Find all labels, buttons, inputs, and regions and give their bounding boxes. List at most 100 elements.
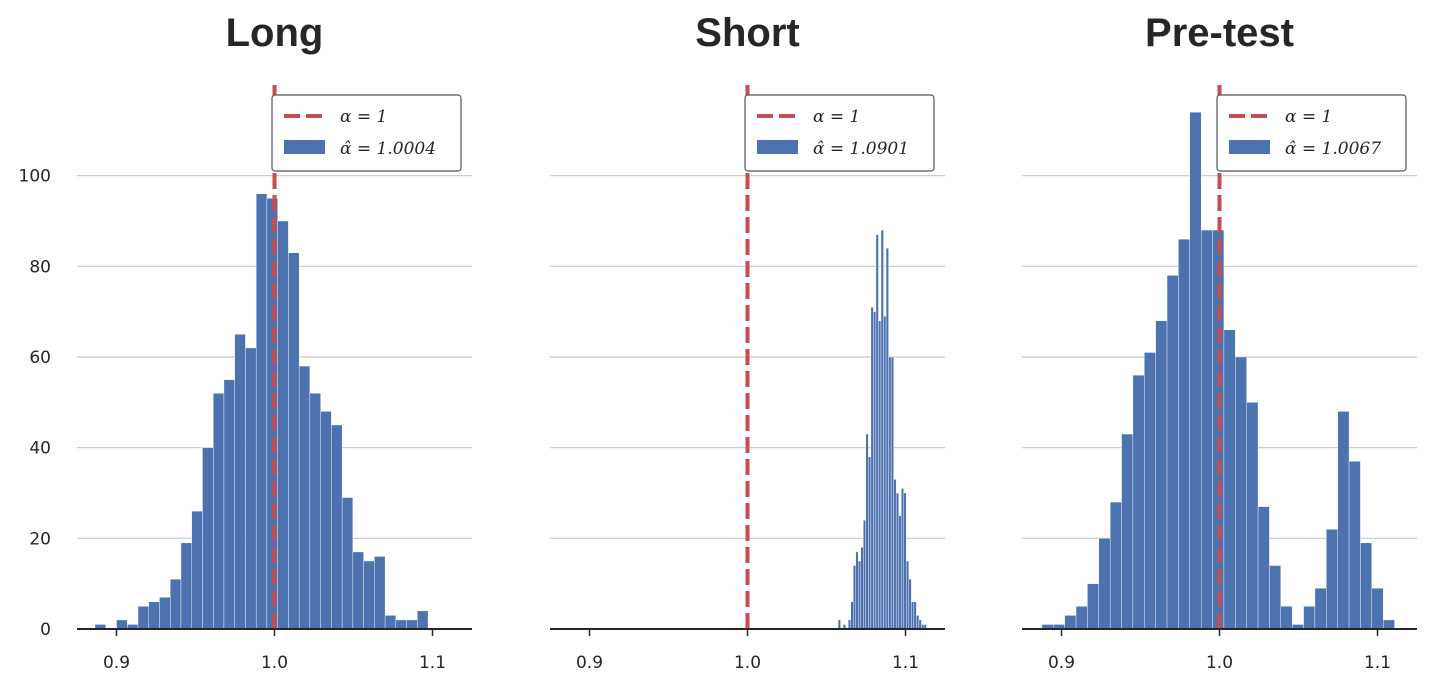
histogram-bar: [1155, 320, 1168, 630]
histogram-bar: [895, 492, 899, 630]
histogram-bar: [1178, 238, 1190, 630]
histogram-bar: [1064, 615, 1077, 630]
histogram-bar: [298, 365, 311, 630]
x-tick-label: 0.9: [1048, 653, 1075, 673]
y-tick-label: 40: [29, 439, 51, 459]
histogram-bar: [880, 229, 884, 630]
histogram-bar: [1280, 606, 1293, 630]
histogram-bar: [320, 411, 332, 630]
histogram-bar: [837, 619, 841, 630]
legend: α = 1 α̂ = 1.0067: [1216, 94, 1407, 172]
histogram-bar: [223, 379, 235, 630]
legend-series-label: α̂ = 1.0004: [340, 139, 436, 159]
histogram-bar: [858, 560, 861, 630]
x-tick-label: 1.1: [1364, 653, 1391, 673]
histogram-bar: [309, 393, 321, 630]
histogram-bar: [860, 547, 864, 630]
y-tick-label: 100: [19, 167, 51, 187]
histogram-bar: [1098, 538, 1111, 630]
x-tick-label: 1.0: [734, 653, 761, 673]
histogram-bar: [245, 347, 257, 630]
histogram-bar: [277, 220, 289, 630]
histogram-bar: [1235, 356, 1247, 630]
histogram-bar: [868, 456, 872, 630]
panel-pre-test: 0.9 1.0 1.1 Pre-test α = 1 α̂ = 1.0067: [1022, 11, 1417, 673]
histogram-bar: [875, 234, 879, 630]
y-tick-label: 80: [29, 257, 51, 277]
histogram-bar: [1121, 433, 1134, 630]
histogram-bar: [1348, 461, 1361, 630]
legend: α = 1 α̂ = 1.0901: [744, 94, 935, 172]
histogram-bar: [148, 601, 160, 630]
histogram-bar: [1223, 329, 1236, 630]
legend-series-label: α̂ = 1.0901: [813, 139, 909, 159]
histogram-bar: [1314, 588, 1327, 630]
histogram-bar: [898, 515, 902, 630]
histogram-bar: [1189, 111, 1202, 630]
y-tick-label: 60: [29, 348, 51, 368]
histogram-bar: [191, 510, 203, 630]
legend-ref-label: α = 1: [340, 107, 387, 127]
histogram-bar: [116, 619, 128, 630]
histogram-bar: [903, 492, 907, 630]
histogram-bar: [341, 497, 354, 630]
histogram-bar: [883, 316, 887, 630]
y-tick-label: 0: [40, 620, 51, 640]
histogram-bar: [406, 619, 418, 630]
histogram-bar: [352, 551, 364, 630]
histogram-bar: [1200, 229, 1213, 630]
histogram-bar: [878, 320, 882, 630]
histogram-bar: [1246, 402, 1259, 630]
histogram-bar: [885, 247, 889, 630]
histogram-bar: [850, 601, 854, 630]
histogram-bar: [384, 615, 397, 630]
histogram-bar: [417, 610, 429, 630]
x-tick-label: 1.0: [1206, 653, 1233, 673]
histogram-bar: [1371, 588, 1384, 630]
histogram-bar: [847, 619, 851, 630]
histogram-bar: [180, 542, 192, 630]
histogram-bar: [855, 551, 859, 630]
legend-ref-label: α = 1: [813, 107, 860, 127]
x-tick-label: 0.9: [103, 653, 130, 673]
histogram-bar: [865, 433, 869, 630]
histogram-bar: [911, 601, 915, 630]
histogram-bar: [913, 601, 917, 630]
histogram-bar: [1166, 275, 1179, 630]
panel-title: Short: [695, 11, 799, 55]
histogram-bar: [873, 311, 877, 630]
panel-title: Long: [226, 11, 324, 55]
histogram-bar: [1326, 529, 1338, 630]
histogram-bar: [1087, 583, 1099, 630]
histogram-bar: [331, 424, 343, 630]
histogram-bar: [901, 488, 904, 630]
histogram-bar: [374, 556, 386, 630]
histogram-bar: [853, 565, 856, 630]
histogram-bar: [1269, 565, 1282, 630]
x-tick-label: 0.9: [576, 653, 603, 673]
panel-long: 0.9 1.0 1.1 0 20 40 60 80 100 Long α = 1 α̂ = 1.…: [19, 11, 472, 673]
y-tick-label: 20: [29, 529, 51, 549]
x-tick-label: 1.1: [419, 653, 446, 673]
histogram-bar: [906, 560, 910, 630]
histogram-bar: [202, 447, 214, 630]
histogram-bar: [916, 615, 920, 630]
histogram-bar: [1303, 606, 1316, 630]
histogram-bar: [1360, 542, 1373, 630]
histogram-bar: [363, 560, 375, 630]
histogram-bar: [1132, 374, 1145, 630]
histogram-bar: [159, 597, 171, 630]
histogram-bar: [870, 306, 874, 630]
legend: α = 1 α̂ = 1.0004: [271, 94, 462, 172]
legend-series-label: α̂ = 1.0067: [1285, 139, 1381, 159]
histogram-bar: [1382, 619, 1395, 630]
histogram-bar: [888, 356, 892, 630]
histogram-bar: [890, 356, 894, 630]
histogram-bar: [212, 393, 225, 630]
histogram-bar: [1337, 411, 1350, 630]
panel-title: Pre-test: [1145, 11, 1294, 55]
histogram-bar: [1075, 606, 1088, 630]
histogram-bar: [137, 606, 149, 630]
histogram-bar: [918, 619, 922, 630]
